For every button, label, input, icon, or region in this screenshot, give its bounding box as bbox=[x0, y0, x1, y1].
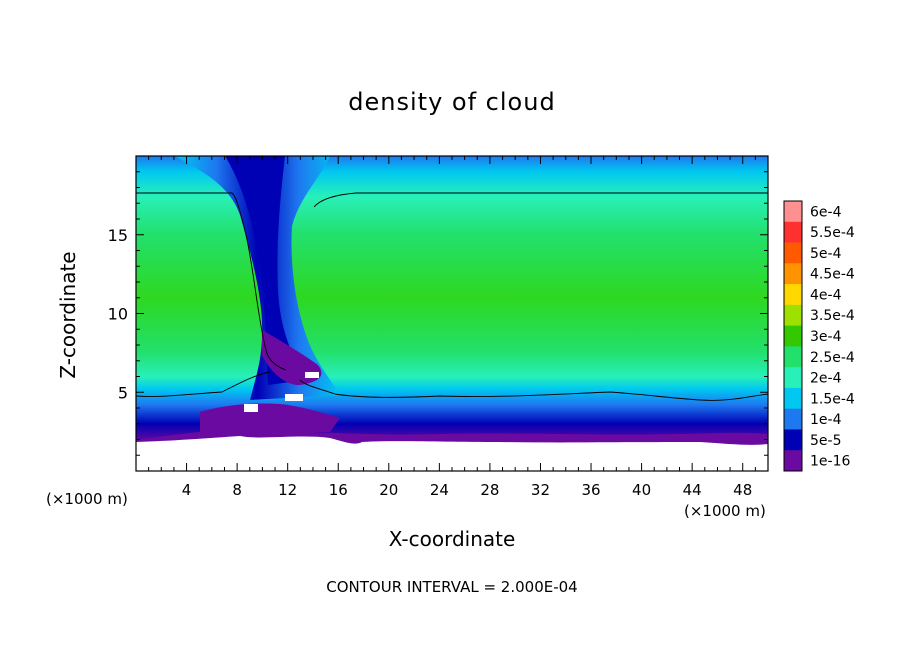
colorbar-swatch bbox=[784, 367, 802, 389]
x-unit-left: (×1000 m) bbox=[46, 490, 128, 508]
colorbar-swatch bbox=[784, 304, 802, 327]
colorbar-swatch bbox=[784, 221, 802, 244]
colorbar-swatch bbox=[784, 325, 802, 347]
x-tick-label: 20 bbox=[379, 481, 398, 499]
x-tick-label: 24 bbox=[430, 481, 449, 499]
colorbar-label: 3.5e-4 bbox=[810, 308, 855, 324]
colorbar-swatch bbox=[784, 408, 802, 430]
colorbar-label: 1.5e-4 bbox=[810, 391, 855, 407]
colorbar-label: 2e-4 bbox=[810, 371, 842, 387]
colorbar-swatch bbox=[784, 263, 802, 285]
colorbar-label: 4.5e-4 bbox=[810, 267, 855, 283]
x-tick-label: 12 bbox=[278, 481, 297, 499]
colorbar-label: 5e-5 bbox=[810, 433, 841, 449]
y-tick-label: 5 bbox=[118, 383, 128, 402]
colorbar-label: 4e-4 bbox=[810, 287, 842, 303]
colorbar-label: 6e-4 bbox=[810, 204, 842, 220]
colorbar-label: 1e-4 bbox=[810, 412, 842, 428]
y-tick-label: 15 bbox=[108, 226, 128, 245]
colorbar-label: 2.5e-4 bbox=[810, 350, 855, 366]
chart-title: density of cloud bbox=[348, 88, 556, 116]
colorbar-swatch bbox=[784, 242, 802, 264]
colorbar-swatch bbox=[784, 429, 802, 451]
x-tick-label: 40 bbox=[632, 481, 651, 499]
colorbar-swatch bbox=[784, 201, 802, 223]
colorbar-label: 3e-4 bbox=[810, 329, 842, 345]
colorbar-frame bbox=[783, 200, 803, 472]
x-axis: 4 8 12 16 20 24 28 32 36 40 44 48 bbox=[148, 156, 756, 499]
colorbar-swatch bbox=[784, 346, 802, 368]
colorbar-swatch bbox=[784, 450, 802, 472]
heatmap-field bbox=[136, 156, 768, 471]
x-tick-label: 48 bbox=[733, 481, 752, 499]
x-axis-label: X-coordinate bbox=[388, 527, 516, 551]
y-axis: 5 10 15 bbox=[108, 171, 768, 456]
x-tick-label: 44 bbox=[683, 481, 702, 499]
x-tick-label: 32 bbox=[531, 481, 550, 499]
colorbar-swatch bbox=[784, 387, 802, 410]
x-tick-label: 16 bbox=[329, 481, 348, 499]
x-tick-label: 4 bbox=[182, 481, 192, 499]
colorbar-label: 1e-16 bbox=[810, 454, 850, 470]
x-unit-right: (×1000 m) bbox=[684, 502, 766, 520]
x-tick-label: 28 bbox=[480, 481, 499, 499]
colorbar-label: 5.5e-4 bbox=[810, 225, 855, 241]
x-tick-label: 36 bbox=[581, 481, 600, 499]
colorbar: 6e-4 5.5e-4 5e-4 4.5e-4 4e-4 3.5e-4 3e-4 2.5e-4… bbox=[783, 200, 855, 472]
x-tick-label: 8 bbox=[232, 481, 242, 499]
y-tick-label: 10 bbox=[108, 305, 128, 324]
contour-interval-note: CONTOUR INTERVAL = 2.000E-04 bbox=[326, 578, 578, 596]
colorbar-label: 5e-4 bbox=[810, 246, 842, 262]
colorbar-swatch bbox=[784, 284, 802, 306]
